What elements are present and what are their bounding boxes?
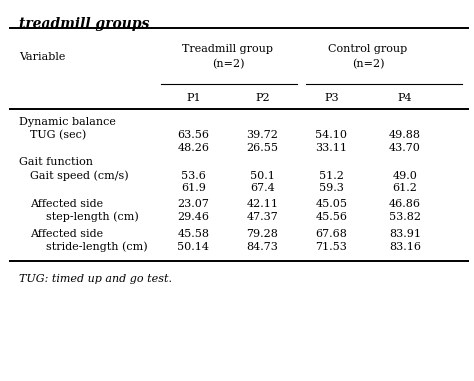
Text: stride-length (cm): stride-length (cm) (39, 242, 148, 252)
Text: step-length (cm): step-length (cm) (39, 211, 139, 222)
Text: 45.58: 45.58 (177, 229, 210, 239)
Text: TUG (sec): TUG (sec) (30, 130, 86, 140)
Text: 67.4: 67.4 (250, 183, 275, 194)
Text: 51.2: 51.2 (319, 171, 344, 181)
Text: 45.56: 45.56 (315, 212, 347, 222)
Text: 83.16: 83.16 (389, 242, 421, 252)
Text: 59.3: 59.3 (319, 183, 344, 194)
Text: Gait speed (cm/s): Gait speed (cm/s) (30, 170, 129, 181)
Text: 63.56: 63.56 (177, 130, 210, 140)
Text: 83.91: 83.91 (389, 229, 421, 239)
Text: Affected side: Affected side (30, 199, 103, 209)
Text: Control group
(n=2): Control group (n=2) (328, 45, 408, 69)
Text: 42.11: 42.11 (246, 199, 278, 209)
Text: 26.55: 26.55 (246, 143, 278, 153)
Text: 50.14: 50.14 (177, 242, 210, 252)
Text: P2: P2 (255, 93, 270, 102)
Text: Variable: Variable (18, 52, 65, 62)
Text: 61.9: 61.9 (181, 183, 206, 194)
Text: 23.07: 23.07 (177, 199, 210, 209)
Text: 50.1: 50.1 (250, 171, 275, 181)
Text: 48.26: 48.26 (177, 143, 210, 153)
Text: 84.73: 84.73 (246, 242, 278, 252)
Text: 29.46: 29.46 (177, 212, 210, 222)
Text: Gait function: Gait function (18, 157, 93, 167)
Text: 53.6: 53.6 (181, 171, 206, 181)
Text: Affected side: Affected side (30, 229, 103, 239)
Text: 47.37: 47.37 (246, 212, 278, 222)
Text: 43.70: 43.70 (389, 143, 421, 153)
Text: 71.53: 71.53 (315, 242, 347, 252)
Text: Treadmill group
(n=2): Treadmill group (n=2) (182, 45, 273, 69)
Text: 53.82: 53.82 (389, 212, 421, 222)
Text: 49.88: 49.88 (389, 130, 421, 140)
Text: Dynamic balance: Dynamic balance (18, 117, 116, 127)
Text: 49.0: 49.0 (392, 171, 417, 181)
Text: P1: P1 (186, 93, 201, 102)
Text: 46.86: 46.86 (389, 199, 421, 209)
Text: P4: P4 (398, 93, 412, 102)
Text: 33.11: 33.11 (315, 143, 347, 153)
Text: 79.28: 79.28 (246, 229, 278, 239)
Text: P3: P3 (324, 93, 338, 102)
Text: 39.72: 39.72 (246, 130, 278, 140)
Text: treadmill groups: treadmill groups (18, 17, 149, 31)
Text: 61.2: 61.2 (392, 183, 417, 194)
Text: TUG: timed up and go test.: TUG: timed up and go test. (18, 274, 172, 284)
Text: 45.05: 45.05 (315, 199, 347, 209)
Text: 67.68: 67.68 (315, 229, 347, 239)
Text: 54.10: 54.10 (315, 130, 347, 140)
